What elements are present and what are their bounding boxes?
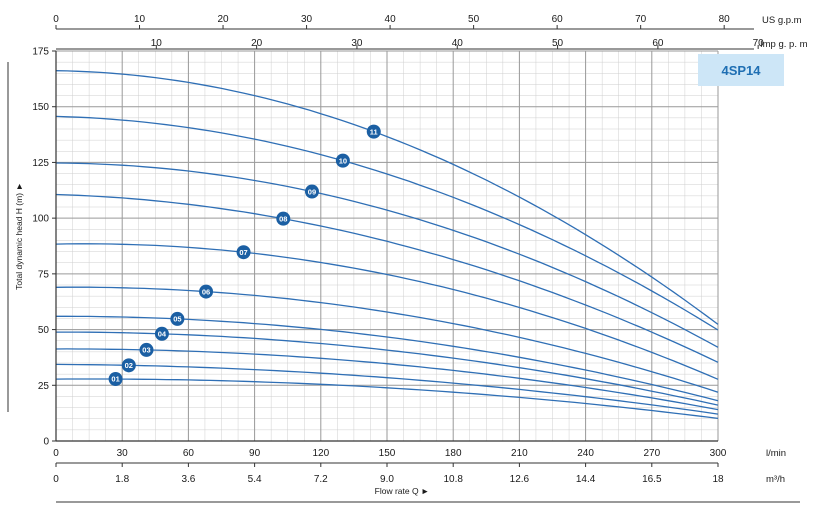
model-label: 4SP14 xyxy=(721,63,761,78)
m3h-tick-label: 5.4 xyxy=(248,474,262,485)
curve-badge-label-06: 06 xyxy=(202,287,210,296)
curve-badge-label-08: 08 xyxy=(279,214,287,223)
x-tick-label-lmin: 150 xyxy=(379,448,396,459)
y-tick-label: 150 xyxy=(32,102,49,113)
curve-05 xyxy=(56,315,719,402)
imp-gpm-tick-label: 70 xyxy=(753,38,765,49)
curve-badge-09 xyxy=(304,184,319,199)
x-axis-title: Flow rate Q ► xyxy=(375,486,430,496)
x-tick-label-lmin: 210 xyxy=(511,448,528,459)
m3h-tick-label: 18 xyxy=(712,474,724,485)
m3h-tick-label: 7.2 xyxy=(314,474,328,485)
x-tick-label-lmin: 90 xyxy=(249,448,261,459)
curve-09 xyxy=(55,162,719,348)
us-gpm-tick-label: 20 xyxy=(217,14,229,25)
curve-badge-07 xyxy=(236,245,251,260)
curve-03 xyxy=(55,348,719,411)
imp-gpm-tick-label: 30 xyxy=(351,38,363,49)
unit-us-gpm: US g.p.m xyxy=(762,15,802,26)
curve-badge-02 xyxy=(121,358,136,373)
imp-gpm-tick-label: 10 xyxy=(151,38,163,49)
curve-06 xyxy=(55,286,719,393)
m3h-tick-label: 9.0 xyxy=(380,474,394,485)
curve-badge-label-01: 01 xyxy=(111,375,119,384)
model-label-box xyxy=(698,54,784,86)
m3h-tick-label: 14.4 xyxy=(576,474,596,485)
chart-curve-labels: 01 02 03 04 05 06 07 08 09 10 11 xyxy=(108,124,381,387)
imp-gpm-tick-label: 20 xyxy=(251,38,263,49)
x-tick-label-lmin: 120 xyxy=(312,448,329,459)
curve-badge-label-05: 05 xyxy=(173,315,181,324)
curve-01 xyxy=(55,378,719,420)
x-tick-label-lmin: 270 xyxy=(643,448,660,459)
y-tick-label: 75 xyxy=(38,269,50,280)
curve-badge-08 xyxy=(276,211,291,226)
y-axis-title: Total dynamic head H (m) ► xyxy=(14,182,24,290)
unit-imp-gpm: Imp g. p. m xyxy=(760,39,808,50)
m3h-tick-label: 12.6 xyxy=(510,474,530,485)
us-gpm-tick-label: 70 xyxy=(635,14,647,25)
curve-08 xyxy=(55,193,719,363)
x-tick-label-lmin: 30 xyxy=(117,448,129,459)
y-tick-label: 125 xyxy=(32,158,49,169)
y-tick-label: 175 xyxy=(32,47,49,58)
x-tick-label-lmin: 300 xyxy=(710,448,727,459)
us-gpm-tick-label: 0 xyxy=(53,14,59,25)
imp-gpm-tick-label: 40 xyxy=(452,38,464,49)
chart-curves xyxy=(55,70,719,420)
y-tick-label: 25 xyxy=(38,381,50,392)
m3h-tick-label: 0 xyxy=(53,474,59,485)
curve-badge-11 xyxy=(366,124,381,139)
y-tick-label: 100 xyxy=(32,214,49,225)
curve-07 xyxy=(55,243,719,380)
us-gpm-tick-label: 80 xyxy=(719,14,731,25)
curve-10 xyxy=(55,115,719,331)
curve-badge-label-11: 11 xyxy=(370,127,378,136)
curve-badge-label-09: 09 xyxy=(308,187,316,196)
x-tick-label-lmin: 60 xyxy=(183,448,195,459)
m3h-tick-label: 10.8 xyxy=(443,474,463,485)
curve-badge-label-02: 02 xyxy=(125,361,133,370)
curve-badge-06 xyxy=(199,284,214,299)
m3h-tick-label: 1.8 xyxy=(115,474,129,485)
us-gpm-tick-label: 60 xyxy=(552,14,564,25)
curve-badge-label-10: 10 xyxy=(339,156,347,165)
us-gpm-tick-label: 10 xyxy=(134,14,146,25)
m3h-tick-label: 3.6 xyxy=(181,474,195,485)
us-gpm-tick-label: 40 xyxy=(385,14,397,25)
us-gpm-tick-label: 50 xyxy=(468,14,480,25)
x-tick-label-lmin: 180 xyxy=(445,448,462,459)
curve-11 xyxy=(55,70,719,325)
curve-badge-10 xyxy=(335,153,350,168)
unit-l-min: l/min xyxy=(766,448,786,459)
curve-badge-01 xyxy=(108,372,123,387)
us-gpm-tick-label: 30 xyxy=(301,14,313,25)
imp-gpm-tick-label: 60 xyxy=(652,38,664,49)
curve-02 xyxy=(55,363,719,415)
curve-badge-label-04: 04 xyxy=(158,330,167,339)
x-tick-label-lmin: 240 xyxy=(577,448,594,459)
y-tick-label: 50 xyxy=(38,325,50,336)
curve-badge-03 xyxy=(139,342,154,357)
curve-badge-label-07: 07 xyxy=(239,248,247,257)
imp-gpm-tick-label: 50 xyxy=(552,38,564,49)
m3h-tick-label: 16.5 xyxy=(642,474,662,485)
curve-badge-05 xyxy=(170,311,185,326)
unit-m3-h: m³/h xyxy=(766,474,785,485)
y-tick-label: 0 xyxy=(43,437,49,448)
curve-badge-label-03: 03 xyxy=(142,346,150,355)
curve-badge-04 xyxy=(154,326,169,341)
x-tick-label-lmin: 0 xyxy=(53,448,59,459)
